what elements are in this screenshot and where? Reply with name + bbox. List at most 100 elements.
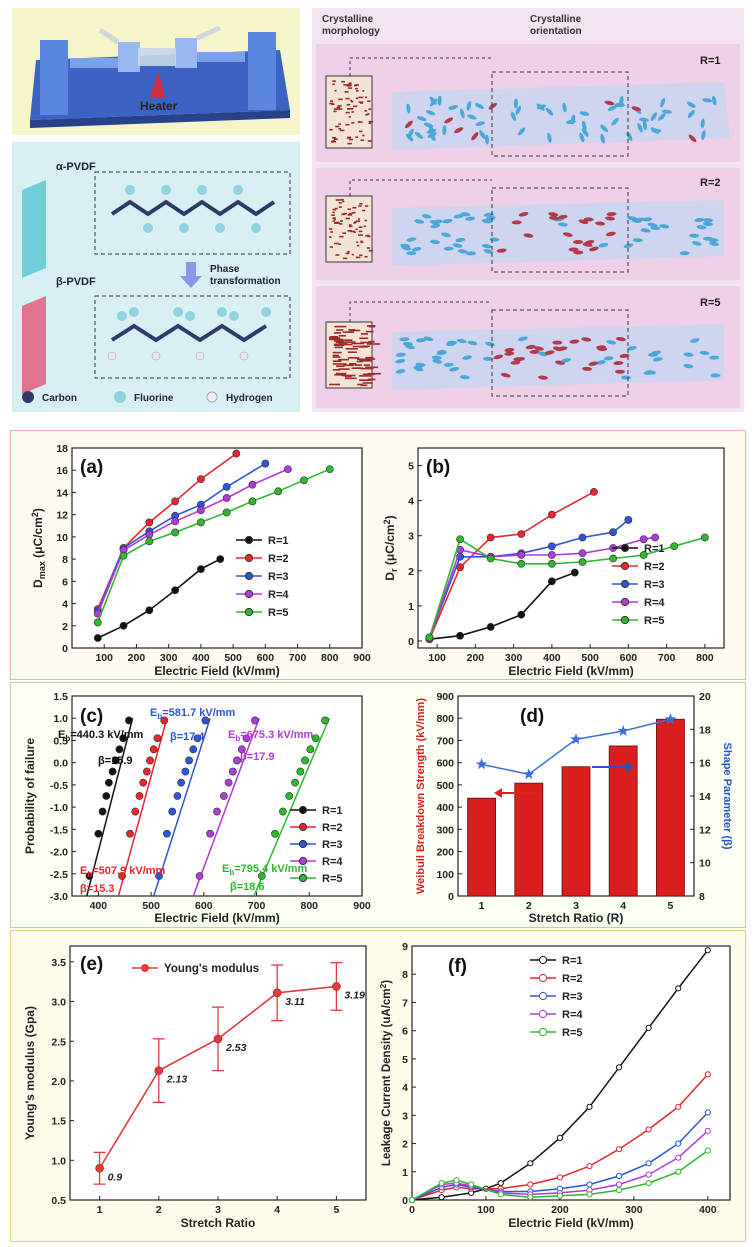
crystal-lamella: [449, 366, 460, 372]
morphology-grain: [362, 209, 366, 212]
crystal-lamella: [431, 355, 442, 360]
crystal-lamella: [525, 344, 536, 350]
data-point: [185, 756, 193, 765]
morphology-grain: [358, 121, 363, 123]
morphology-grain: [341, 374, 356, 377]
legend-label: R=4: [562, 1009, 583, 1021]
morphology-grain: [346, 84, 352, 87]
morphology-grain: [332, 360, 342, 362]
fit-line: [117, 718, 168, 897]
value-label: 0.9: [108, 1171, 123, 1183]
data-point: [675, 1103, 682, 1110]
morphology-header-2: morphology: [322, 26, 380, 37]
crystal-lamella: [548, 212, 559, 217]
y-tick-label: 400: [436, 802, 454, 814]
data-point: [645, 1160, 652, 1167]
heater-cone: [150, 72, 166, 98]
data-point: [261, 459, 270, 468]
crystal-lamella: [395, 369, 406, 374]
r5-film: [392, 324, 724, 390]
data-point: [408, 1196, 416, 1204]
data-point: [248, 497, 257, 506]
morphology-grain: [367, 325, 376, 327]
x-tick-label: 3: [215, 1204, 221, 1216]
y-tick-label: 0.5: [53, 735, 68, 747]
crystal-lamella: [416, 338, 426, 343]
eb-annotation-part: b: [157, 712, 162, 721]
alpha-chain: [110, 199, 276, 217]
morphology-grain: [338, 202, 342, 204]
crystal-lamella: [459, 108, 465, 119]
crystal-lamella: [456, 338, 467, 344]
crystal-lamella: [421, 214, 432, 219]
data-point: [177, 778, 186, 787]
legend-label: R=5: [268, 607, 289, 619]
eb-annotation: Eb=795.4 kV/mm: [222, 863, 308, 877]
crystal-lamella: [660, 97, 666, 108]
chart-b-frame: [417, 447, 725, 649]
data-point: [283, 465, 292, 474]
y-tick-label: 0.5: [51, 1195, 66, 1207]
x-tick-label: 5: [333, 1204, 339, 1216]
morphology-grain: [337, 105, 342, 107]
alpha-pvdf-label: α-PVDF: [56, 161, 96, 173]
y-tick-label: 3: [402, 1110, 408, 1122]
crystal-lamella: [650, 112, 658, 122]
crystal-lamella: [637, 123, 643, 133]
y-tick-label: 100: [436, 869, 454, 881]
morphology-grain: [345, 123, 350, 126]
morphology-grain: [352, 206, 357, 209]
crystal-lamella: [523, 233, 534, 238]
morphology-grain: [364, 96, 367, 99]
morphology-grain: [331, 141, 336, 143]
crystal-lamella: [500, 372, 511, 378]
morphology-grain: [347, 87, 353, 89]
crystal-lamella: [604, 100, 615, 106]
morphology-grain: [341, 80, 345, 83]
morphology-grain: [329, 228, 333, 230]
data-point: [704, 947, 711, 954]
beta-star-icon: [523, 768, 535, 780]
data-point: [615, 1187, 623, 1194]
crystal-lamella: [533, 346, 544, 351]
morphology-grain: [338, 206, 342, 208]
y-tick-label: 900: [436, 691, 454, 703]
morphology-grain: [368, 120, 374, 123]
morphology-grain: [348, 116, 351, 118]
morphology-grain: [336, 106, 341, 109]
chart-a-frame: [71, 447, 363, 649]
morphology-grain: [335, 341, 346, 344]
crystal-lamella: [475, 121, 486, 126]
data-point: [586, 1191, 593, 1198]
data-point: [139, 778, 148, 787]
crystal-lamella: [496, 248, 507, 253]
data-point: [547, 577, 556, 586]
y-tick-label: -2.5: [50, 869, 68, 881]
crystal-lamella: [442, 218, 453, 224]
y-axis-label: Weibull Breakdown Strength (kV/mm): [415, 698, 427, 894]
crystal-lamella: [479, 130, 486, 139]
fluorine-atoms: [117, 185, 271, 321]
data-point: [486, 533, 495, 542]
data-point: [586, 1103, 593, 1110]
panel-label: (b): [426, 457, 450, 478]
morphology-grain: [330, 100, 334, 102]
bar: [514, 782, 544, 897]
morphology-grain: [347, 214, 352, 216]
morphology-grain: [332, 208, 336, 211]
data-point: [468, 1181, 475, 1188]
morphology-grain: [347, 357, 360, 359]
series-line-R5: [428, 536, 706, 638]
eb-annotation-part: =675.3 kV/mm: [240, 729, 313, 741]
crystal-lamella: [606, 212, 617, 217]
data-point: [145, 518, 154, 527]
crystal-lamella: [568, 247, 579, 252]
morphology-grain: [332, 363, 347, 365]
crystal-lamella: [485, 216, 496, 221]
data-point: [222, 482, 231, 491]
beta-annotation: β=15.3: [80, 883, 115, 895]
morphology-grain: [338, 243, 342, 245]
beta-annotation: β=15.9: [98, 755, 133, 767]
data-point: [300, 476, 308, 485]
data-point: [272, 988, 282, 998]
